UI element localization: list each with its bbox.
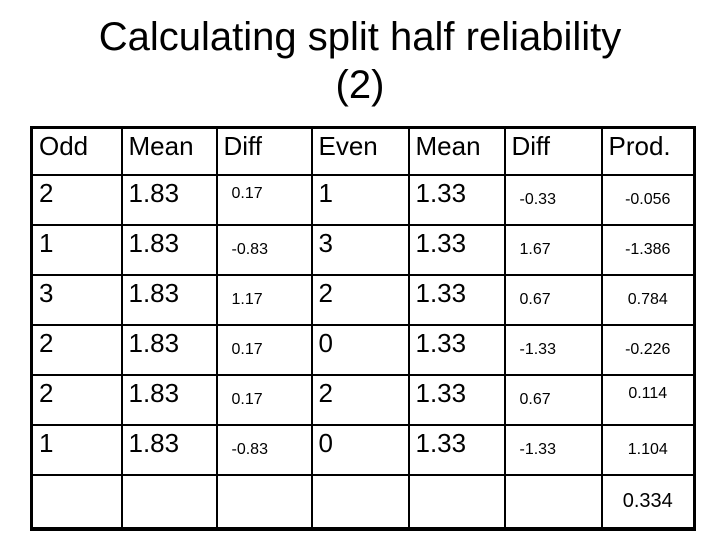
- cell-odd: 2: [30, 173, 123, 226]
- cell-prod: -1.386: [600, 223, 696, 276]
- cell-empty: [407, 473, 506, 530]
- table-row: 2 1.83 0.17 1 1.33 -0.33 -0.056: [30, 173, 696, 226]
- cell-even: 2: [310, 273, 410, 326]
- reliability-table: Odd Mean Diff Even Mean Diff Prod. 2 1.8…: [30, 126, 696, 531]
- cell-diff-odd: 1.17: [215, 273, 313, 326]
- cell-mean-odd: 1.83: [120, 223, 218, 276]
- cell-diff-odd: 0.17: [215, 173, 313, 226]
- cell-odd: 3: [30, 273, 123, 326]
- slide-title: Calculating split half reliability (2): [0, 13, 720, 109]
- cell-empty: [30, 473, 123, 530]
- column-header-even: Even: [310, 126, 410, 176]
- slide-title-line2: (2): [335, 63, 385, 107]
- cell-mean-even: 1.33: [407, 173, 506, 226]
- cell-diff-odd: 0.17: [215, 373, 313, 426]
- cell-empty: [310, 473, 410, 530]
- column-header-mean-even: Mean: [407, 126, 506, 176]
- cell-diff-odd: 0.17: [215, 323, 313, 376]
- column-header-diff-even: Diff: [503, 126, 603, 176]
- cell-diff-even: 0.67: [503, 273, 603, 326]
- table-header-row: Odd Mean Diff Even Mean Diff Prod.: [30, 126, 696, 176]
- cell-diff-even: -0.33: [503, 173, 603, 226]
- column-header-mean-odd: Mean: [120, 126, 218, 176]
- table-row: 2 1.83 0.17 2 1.33 0.67 0.114: [30, 373, 696, 426]
- column-header-odd: Odd: [30, 126, 123, 176]
- slide-title-line1: Calculating split half reliability: [98, 15, 622, 59]
- cell-prod: 0.784: [600, 273, 696, 326]
- cell-mean-odd: 1.83: [120, 373, 218, 426]
- cell-mean-odd: 1.83: [120, 273, 218, 326]
- table-row: 3 1.83 1.17 2 1.33 0.67 0.784: [30, 273, 696, 326]
- cell-even: 1: [310, 173, 410, 226]
- cell-even: 3: [310, 223, 410, 276]
- cell-mean-odd: 1.83: [120, 423, 218, 476]
- cell-mean-even: 1.33: [407, 323, 506, 376]
- cell-mean-even: 1.33: [407, 423, 506, 476]
- cell-prod: -0.056: [600, 173, 696, 226]
- column-header-diff-odd: Diff: [215, 126, 313, 176]
- cell-empty: [503, 473, 603, 530]
- cell-diff-odd: -0.83: [215, 423, 313, 476]
- cell-diff-odd: -0.83: [215, 223, 313, 276]
- cell-odd: 2: [30, 373, 123, 426]
- cell-empty: [215, 473, 313, 530]
- cell-empty: [120, 473, 218, 530]
- cell-even: 0: [310, 323, 410, 376]
- cell-odd: 1: [30, 423, 123, 476]
- cell-odd: 1: [30, 223, 123, 276]
- cell-diff-even: -1.33: [503, 423, 603, 476]
- cell-mean-even: 1.33: [407, 373, 506, 426]
- cell-mean-odd: 1.83: [120, 323, 218, 376]
- table-footer-row: 0.334: [30, 473, 696, 530]
- table-row: 1 1.83 -0.83 0 1.33 -1.33 1.104: [30, 423, 696, 476]
- table-row: 2 1.83 0.17 0 1.33 -1.33 -0.226: [30, 323, 696, 376]
- cell-mean-odd: 1.83: [120, 173, 218, 226]
- cell-even: 0: [310, 423, 410, 476]
- cell-prod: -0.226: [600, 323, 696, 376]
- column-header-prod: Prod.: [600, 126, 696, 176]
- cell-mean-even: 1.33: [407, 273, 506, 326]
- table-row: 1 1.83 -0.83 3 1.33 1.67 -1.386: [30, 223, 696, 276]
- cell-diff-even: -1.33: [503, 323, 603, 376]
- cell-mean-even: 1.33: [407, 223, 506, 276]
- cell-even: 2: [310, 373, 410, 426]
- cell-prod: 0.114: [600, 373, 696, 426]
- cell-sum-of-products: 0.334: [600, 473, 696, 530]
- cell-odd: 2: [30, 323, 123, 376]
- cell-diff-even: 1.67: [503, 223, 603, 276]
- cell-prod: 1.104: [600, 423, 696, 476]
- cell-diff-even: 0.67: [503, 373, 603, 426]
